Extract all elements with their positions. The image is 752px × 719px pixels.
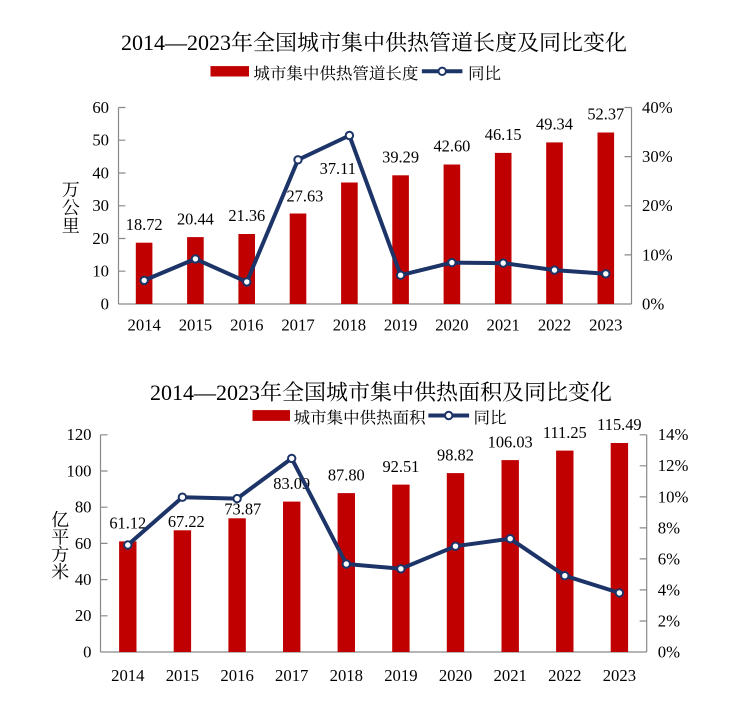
svg-text:2017: 2017 [275, 666, 308, 685]
svg-text:2017: 2017 [281, 315, 314, 334]
svg-text:20: 20 [92, 229, 109, 248]
svg-text:115.49: 115.49 [597, 415, 641, 434]
svg-text:106.03: 106.03 [488, 432, 533, 451]
svg-text:2016: 2016 [230, 315, 263, 334]
svg-text:2020: 2020 [439, 666, 472, 685]
svg-text:2015: 2015 [166, 666, 199, 685]
svg-text:21.36: 21.36 [228, 206, 265, 225]
svg-text:2014—2023: 2014—2023 [121, 30, 231, 55]
svg-text:10%: 10% [642, 245, 673, 264]
svg-text:49.34: 49.34 [536, 115, 573, 134]
svg-text:10%: 10% [658, 487, 689, 506]
svg-text:61.12: 61.12 [109, 514, 146, 533]
svg-text:67.22: 67.22 [168, 512, 205, 531]
svg-text:0: 0 [101, 294, 109, 313]
svg-text:8%: 8% [658, 518, 680, 537]
svg-text:2021: 2021 [487, 315, 520, 334]
svg-text:12%: 12% [658, 456, 689, 475]
svg-text:87.80: 87.80 [328, 465, 365, 484]
svg-text:30%: 30% [642, 147, 673, 166]
svg-text:6%: 6% [658, 549, 680, 568]
svg-text:120: 120 [66, 425, 91, 444]
svg-text:2018: 2018 [330, 666, 363, 685]
svg-text:20.44: 20.44 [177, 209, 214, 228]
svg-text:14%: 14% [658, 425, 689, 444]
svg-text:52.37: 52.37 [587, 105, 624, 124]
svg-text:2022: 2022 [548, 666, 581, 685]
svg-text:20%: 20% [642, 196, 673, 215]
svg-text:50: 50 [92, 131, 109, 150]
svg-text:2019: 2019 [384, 666, 417, 685]
svg-text:2014: 2014 [111, 666, 145, 685]
svg-text:20: 20 [75, 606, 92, 625]
svg-text:2018: 2018 [333, 315, 366, 334]
svg-text:2023: 2023 [603, 666, 636, 685]
svg-text:4%: 4% [658, 580, 680, 599]
svg-text:10: 10 [92, 262, 109, 281]
svg-text:80: 80 [75, 498, 92, 517]
svg-text:2023: 2023 [589, 315, 622, 334]
svg-text:0%: 0% [642, 294, 664, 313]
svg-text:100: 100 [66, 461, 91, 480]
svg-text:2019: 2019 [384, 315, 417, 334]
svg-text:40%: 40% [642, 98, 673, 117]
svg-text:0: 0 [83, 642, 91, 661]
svg-text:2%: 2% [658, 611, 680, 630]
svg-text:0%: 0% [658, 642, 680, 661]
svg-text:40: 40 [92, 163, 109, 182]
svg-text:2021: 2021 [494, 666, 527, 685]
svg-text:18.72: 18.72 [126, 215, 163, 234]
svg-text:37.11: 37.11 [320, 159, 356, 178]
svg-text:92.51: 92.51 [382, 457, 419, 476]
svg-text:60: 60 [92, 98, 109, 117]
svg-text:42.60: 42.60 [433, 137, 470, 156]
svg-text:27.63: 27.63 [286, 186, 323, 205]
svg-text:73.87: 73.87 [224, 500, 261, 519]
svg-text:2022: 2022 [538, 315, 571, 334]
svg-text:98.82: 98.82 [437, 445, 474, 464]
svg-text:2015: 2015 [179, 315, 212, 334]
svg-text:60: 60 [75, 534, 92, 553]
svg-text:2014—2023: 2014—2023 [150, 380, 260, 405]
svg-text:30: 30 [92, 196, 109, 215]
svg-text:2014: 2014 [128, 315, 162, 334]
svg-text:40: 40 [75, 570, 92, 589]
svg-text:111.25: 111.25 [543, 423, 587, 442]
svg-text:39.29: 39.29 [382, 148, 419, 167]
svg-text:46.15: 46.15 [485, 125, 522, 144]
svg-text:2020: 2020 [435, 315, 468, 334]
svg-text:2016: 2016 [220, 666, 253, 685]
